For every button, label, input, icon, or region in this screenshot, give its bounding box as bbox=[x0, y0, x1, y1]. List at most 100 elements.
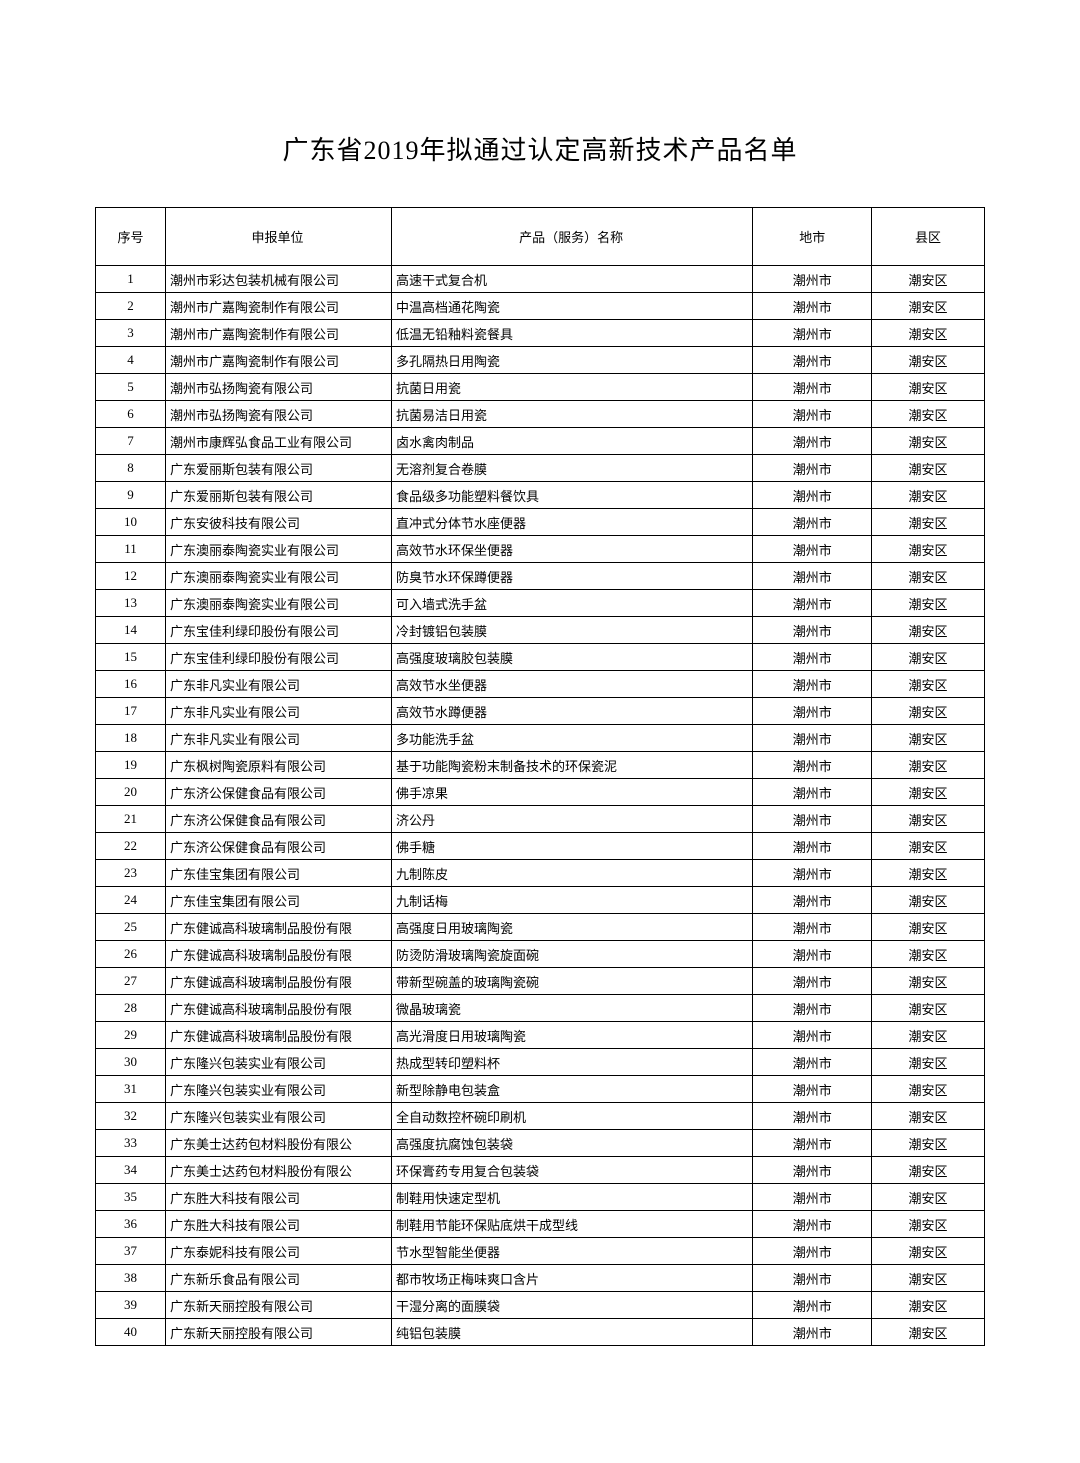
cell-unit: 广东爱丽斯包装有限公司 bbox=[166, 455, 392, 482]
cell-unit: 广东宝佳利绿印股份有限公司 bbox=[166, 617, 392, 644]
table-row: 30广东隆兴包装实业有限公司热成型转印塑料杯潮州市潮安区 bbox=[96, 1049, 985, 1076]
cell-city: 潮州市 bbox=[753, 590, 872, 617]
cell-unit: 广东美士达药包材料股份有限公 bbox=[166, 1130, 392, 1157]
cell-product: 多孔隔热日用陶瓷 bbox=[391, 347, 752, 374]
cell-product: 高速干式复合机 bbox=[391, 266, 752, 293]
cell-seq: 22 bbox=[96, 833, 166, 860]
cell-unit: 广东新天丽控股有限公司 bbox=[166, 1292, 392, 1319]
cell-city: 潮州市 bbox=[753, 1022, 872, 1049]
cell-unit: 广东非凡实业有限公司 bbox=[166, 698, 392, 725]
cell-seq: 35 bbox=[96, 1184, 166, 1211]
cell-unit: 广东澳丽泰陶瓷实业有限公司 bbox=[166, 563, 392, 590]
cell-unit: 潮州市广嘉陶瓷制作有限公司 bbox=[166, 347, 392, 374]
cell-city: 潮州市 bbox=[753, 779, 872, 806]
col-header-seq: 序号 bbox=[96, 208, 166, 266]
cell-unit: 广东安彼科技有限公司 bbox=[166, 509, 392, 536]
cell-seq: 30 bbox=[96, 1049, 166, 1076]
cell-unit: 潮州市康辉弘食品工业有限公司 bbox=[166, 428, 392, 455]
cell-product: 制鞋用节能环保贴底烘干成型线 bbox=[391, 1211, 752, 1238]
cell-city: 潮州市 bbox=[753, 1103, 872, 1130]
cell-product: 环保膏药专用复合包装袋 bbox=[391, 1157, 752, 1184]
cell-city: 潮州市 bbox=[753, 509, 872, 536]
cell-seq: 23 bbox=[96, 860, 166, 887]
cell-district: 潮安区 bbox=[872, 833, 985, 860]
cell-district: 潮安区 bbox=[872, 320, 985, 347]
cell-unit: 广东佳宝集团有限公司 bbox=[166, 860, 392, 887]
cell-product: 制鞋用快速定型机 bbox=[391, 1184, 752, 1211]
cell-product: 高强度玻璃胶包装膜 bbox=[391, 644, 752, 671]
cell-product: 节水型智能坐便器 bbox=[391, 1238, 752, 1265]
cell-city: 潮州市 bbox=[753, 644, 872, 671]
col-header-district: 县区 bbox=[872, 208, 985, 266]
cell-district: 潮安区 bbox=[872, 509, 985, 536]
table-row: 35广东胜大科技有限公司制鞋用快速定型机潮州市潮安区 bbox=[96, 1184, 985, 1211]
table-row: 14广东宝佳利绿印股份有限公司冷封镀铝包装膜潮州市潮安区 bbox=[96, 617, 985, 644]
table-row: 37广东泰妮科技有限公司节水型智能坐便器潮州市潮安区 bbox=[96, 1238, 985, 1265]
cell-district: 潮安区 bbox=[872, 428, 985, 455]
col-header-city: 地市 bbox=[753, 208, 872, 266]
table-row: 20广东济公保健食品有限公司佛手凉果潮州市潮安区 bbox=[96, 779, 985, 806]
cell-district: 潮安区 bbox=[872, 266, 985, 293]
cell-product: 抗菌日用瓷 bbox=[391, 374, 752, 401]
table-row: 19广东枫树陶瓷原料有限公司基于功能陶瓷粉末制备技术的环保瓷泥潮州市潮安区 bbox=[96, 752, 985, 779]
cell-unit: 广东佳宝集团有限公司 bbox=[166, 887, 392, 914]
table-row: 40广东新天丽控股有限公司纯铝包装膜潮州市潮安区 bbox=[96, 1319, 985, 1346]
cell-seq: 31 bbox=[96, 1076, 166, 1103]
cell-city: 潮州市 bbox=[753, 806, 872, 833]
cell-district: 潮安区 bbox=[872, 1238, 985, 1265]
cell-district: 潮安区 bbox=[872, 698, 985, 725]
cell-city: 潮州市 bbox=[753, 698, 872, 725]
cell-product: 微晶玻璃瓷 bbox=[391, 995, 752, 1022]
cell-unit: 广东胜大科技有限公司 bbox=[166, 1211, 392, 1238]
cell-district: 潮安区 bbox=[872, 860, 985, 887]
cell-unit: 广东胜大科技有限公司 bbox=[166, 1184, 392, 1211]
cell-product: 高效节水坐便器 bbox=[391, 671, 752, 698]
cell-city: 潮州市 bbox=[753, 995, 872, 1022]
cell-seq: 15 bbox=[96, 644, 166, 671]
cell-district: 潮安区 bbox=[872, 1022, 985, 1049]
cell-city: 潮州市 bbox=[753, 374, 872, 401]
cell-district: 潮安区 bbox=[872, 1265, 985, 1292]
cell-district: 潮安区 bbox=[872, 590, 985, 617]
cell-district: 潮安区 bbox=[872, 1184, 985, 1211]
cell-unit: 广东新乐食品有限公司 bbox=[166, 1265, 392, 1292]
cell-product: 卤水禽肉制品 bbox=[391, 428, 752, 455]
cell-city: 潮州市 bbox=[753, 833, 872, 860]
cell-seq: 40 bbox=[96, 1319, 166, 1346]
table-row: 9广东爱丽斯包装有限公司食品级多功能塑料餐饮具潮州市潮安区 bbox=[96, 482, 985, 509]
cell-city: 潮州市 bbox=[753, 671, 872, 698]
cell-seq: 12 bbox=[96, 563, 166, 590]
table-row: 29广东健诚高科玻璃制品股份有限高光滑度日用玻璃陶瓷潮州市潮安区 bbox=[96, 1022, 985, 1049]
table-row: 31广东隆兴包装实业有限公司新型除静电包装盒潮州市潮安区 bbox=[96, 1076, 985, 1103]
cell-seq: 8 bbox=[96, 455, 166, 482]
table-row: 32广东隆兴包装实业有限公司全自动数控杯碗印刷机潮州市潮安区 bbox=[96, 1103, 985, 1130]
cell-seq: 6 bbox=[96, 401, 166, 428]
cell-city: 潮州市 bbox=[753, 1184, 872, 1211]
cell-unit: 广东健诚高科玻璃制品股份有限 bbox=[166, 941, 392, 968]
cell-product: 防烫防滑玻璃陶瓷旋面碗 bbox=[391, 941, 752, 968]
cell-unit: 广东澳丽泰陶瓷实业有限公司 bbox=[166, 590, 392, 617]
table-row: 28广东健诚高科玻璃制品股份有限微晶玻璃瓷潮州市潮安区 bbox=[96, 995, 985, 1022]
cell-district: 潮安区 bbox=[872, 671, 985, 698]
cell-district: 潮安区 bbox=[872, 536, 985, 563]
cell-district: 潮安区 bbox=[872, 1319, 985, 1346]
cell-unit: 广东健诚高科玻璃制品股份有限 bbox=[166, 968, 392, 995]
table-row: 25广东健诚高科玻璃制品股份有限高强度日用玻璃陶瓷潮州市潮安区 bbox=[96, 914, 985, 941]
cell-city: 潮州市 bbox=[753, 347, 872, 374]
cell-unit: 广东济公保健食品有限公司 bbox=[166, 833, 392, 860]
cell-city: 潮州市 bbox=[753, 914, 872, 941]
cell-product: 热成型转印塑料杯 bbox=[391, 1049, 752, 1076]
cell-unit: 广东爱丽斯包装有限公司 bbox=[166, 482, 392, 509]
cell-seq: 24 bbox=[96, 887, 166, 914]
table-row: 13广东澳丽泰陶瓷实业有限公司可入墙式洗手盆潮州市潮安区 bbox=[96, 590, 985, 617]
table-row: 26广东健诚高科玻璃制品股份有限防烫防滑玻璃陶瓷旋面碗潮州市潮安区 bbox=[96, 941, 985, 968]
cell-product: 可入墙式洗手盆 bbox=[391, 590, 752, 617]
table-row: 3潮州市广嘉陶瓷制作有限公司低温无铅釉料瓷餐具潮州市潮安区 bbox=[96, 320, 985, 347]
cell-unit: 广东枫树陶瓷原料有限公司 bbox=[166, 752, 392, 779]
table-row: 22广东济公保健食品有限公司佛手糖潮州市潮安区 bbox=[96, 833, 985, 860]
cell-product: 中温高档通花陶瓷 bbox=[391, 293, 752, 320]
table-row: 39广东新天丽控股有限公司干湿分离的面膜袋潮州市潮安区 bbox=[96, 1292, 985, 1319]
cell-seq: 38 bbox=[96, 1265, 166, 1292]
cell-product: 冷封镀铝包装膜 bbox=[391, 617, 752, 644]
cell-seq: 25 bbox=[96, 914, 166, 941]
